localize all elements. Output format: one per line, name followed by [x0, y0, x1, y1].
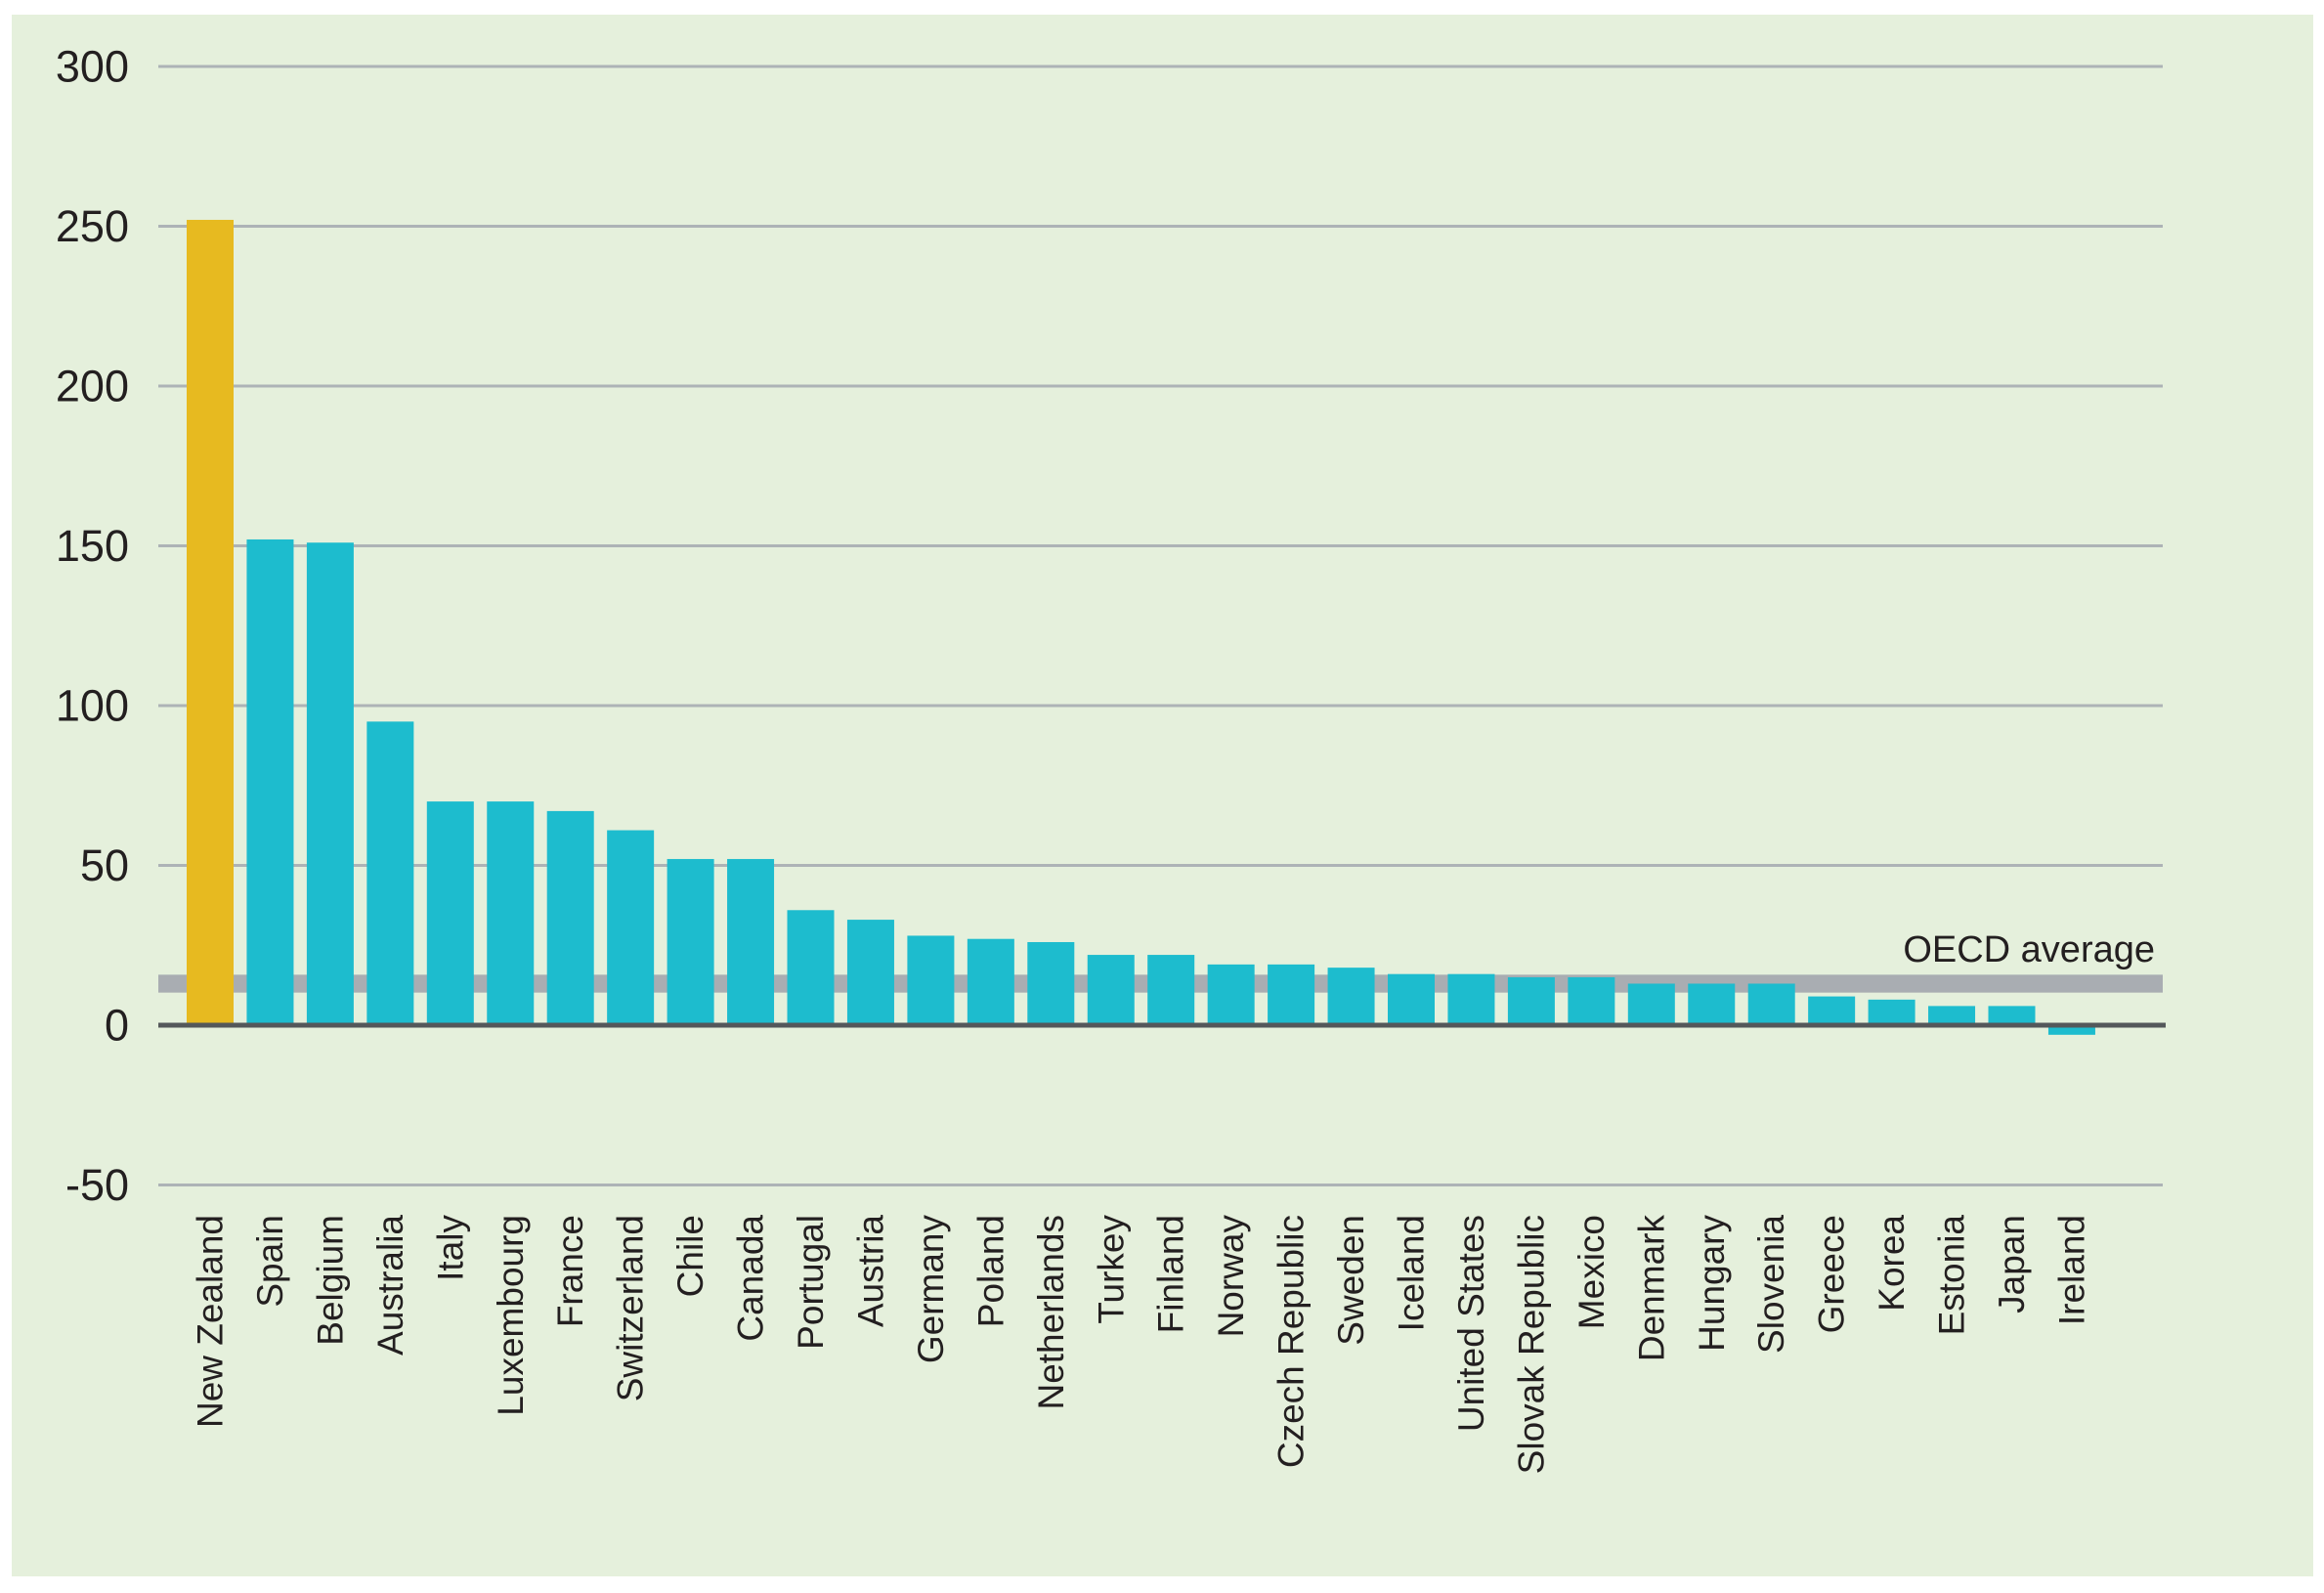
x-label-poland: Poland — [970, 1215, 1011, 1327]
x-label-estonia: Estonia — [1932, 1215, 1972, 1336]
x-label-czech-republic: Czech Republic — [1271, 1215, 1312, 1468]
x-label-chile: Chile — [670, 1215, 710, 1297]
x-label-japan: Japan — [1992, 1215, 2032, 1313]
bar-slovak-republic — [1507, 976, 1555, 1025]
x-label-canada: Canada — [731, 1215, 771, 1342]
bar-hungary — [1688, 983, 1736, 1025]
bar-luxembourg — [487, 801, 535, 1025]
y-tick-label-100: 100 — [56, 681, 129, 731]
x-label-italy: Italy — [430, 1215, 470, 1281]
bar-austria — [846, 920, 894, 1025]
bar-new-zealand — [187, 219, 234, 1025]
bar-belgium — [306, 542, 354, 1025]
y-tick-label-0: 0 — [105, 1001, 129, 1051]
bar-greece — [1808, 996, 1856, 1025]
bar-japan — [1988, 1006, 2036, 1025]
bar-portugal — [787, 910, 835, 1025]
x-label-korea: Korea — [1872, 1215, 1912, 1312]
x-label-luxembourg: Luxembourg — [491, 1215, 531, 1416]
bar-ireland — [2047, 1025, 2095, 1035]
bar-spain — [246, 538, 294, 1025]
bar-germany — [907, 935, 955, 1025]
bar-norway — [1207, 964, 1255, 1025]
bar-denmark — [1627, 983, 1675, 1025]
bar-france — [546, 810, 594, 1025]
x-label-switzerland: Switzerland — [611, 1215, 651, 1401]
chart-background-panel — [12, 15, 2313, 1576]
oecd-average-label: OECD average — [1903, 929, 2155, 970]
bar-czech-republic — [1268, 964, 1315, 1025]
bar-iceland — [1388, 973, 1435, 1025]
x-label-finland: Finland — [1151, 1215, 1191, 1333]
x-label-sweden: Sweden — [1331, 1215, 1371, 1346]
bar-australia — [366, 721, 414, 1025]
y-tick-label-300: 300 — [56, 42, 129, 92]
bar-united-states — [1447, 973, 1495, 1025]
x-label-france: France — [550, 1215, 590, 1327]
x-label-spain: Spain — [250, 1215, 290, 1308]
x-label-ireland: Ireland — [2051, 1215, 2091, 1325]
bar-estonia — [1928, 1006, 1976, 1025]
y-tick-label-150: 150 — [56, 521, 129, 571]
x-label-norway: Norway — [1211, 1215, 1251, 1338]
bar-canada — [727, 858, 775, 1025]
bar-poland — [967, 938, 1014, 1025]
y-tick-label-250: 250 — [56, 201, 129, 251]
bar-slovenia — [1747, 983, 1795, 1025]
x-label-new-zealand: New Zealand — [191, 1215, 231, 1428]
bar-switzerland — [607, 830, 655, 1025]
y-tick-label-200: 200 — [56, 362, 129, 411]
x-label-belgium: Belgium — [310, 1215, 350, 1346]
x-label-hungary: Hungary — [1692, 1215, 1732, 1352]
x-label-netherlands: Netherlands — [1031, 1215, 1071, 1410]
x-label-austria: Austria — [850, 1215, 890, 1328]
x-label-turkey: Turkey — [1091, 1215, 1131, 1324]
x-label-portugal: Portugal — [791, 1215, 831, 1350]
bar-chile — [667, 858, 714, 1025]
bar-korea — [1868, 999, 1915, 1025]
x-label-greece: Greece — [1812, 1215, 1852, 1333]
y-tick-label--50: -50 — [65, 1160, 129, 1210]
bar-netherlands — [1027, 941, 1075, 1025]
bar-sweden — [1327, 968, 1375, 1025]
x-label-australia: Australia — [370, 1215, 410, 1356]
x-label-germany: Germany — [911, 1215, 951, 1364]
x-label-iceland: Iceland — [1392, 1215, 1432, 1331]
x-label-united-states: United States — [1451, 1215, 1491, 1432]
x-label-denmark: Denmark — [1631, 1215, 1671, 1362]
bar-finland — [1147, 955, 1195, 1025]
x-label-mexico: Mexico — [1571, 1215, 1612, 1329]
y-tick-label-50: 50 — [80, 840, 129, 890]
bar-italy — [426, 801, 474, 1025]
bar-mexico — [1568, 976, 1615, 1025]
x-label-slovak-republic: Slovak Republic — [1511, 1215, 1551, 1474]
bar-turkey — [1087, 955, 1135, 1025]
x-label-slovenia: Slovenia — [1751, 1215, 1791, 1354]
